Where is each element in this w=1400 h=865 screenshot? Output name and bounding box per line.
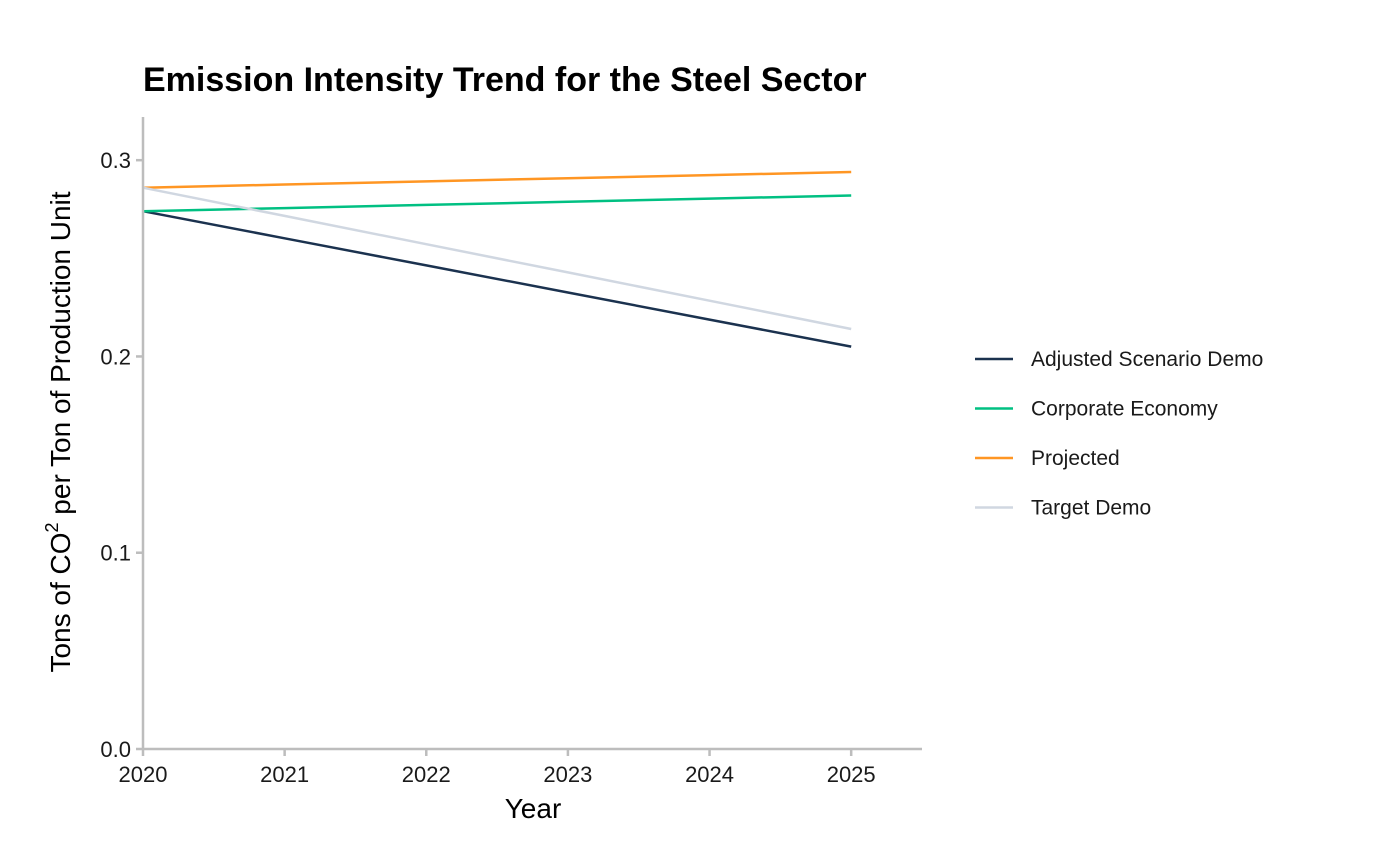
- legend: Adjusted Scenario Demo Corporate Economy P…: [975, 348, 1263, 520]
- x-tick-label: 2020: [119, 762, 168, 787]
- x-axis-ticks: 2020 2021 2022 2023 2024 2025: [119, 749, 876, 787]
- x-tick-label: 2021: [260, 762, 309, 787]
- plot-area: [142, 170, 852, 348]
- legend-label-1: Adjusted Scenario Demo: [1031, 348, 1263, 371]
- y-axis-title-suffix: per Ton of Production Unit: [45, 191, 76, 522]
- y-tick-label: 0.0: [100, 737, 131, 762]
- legend-label-3: Projected: [1031, 447, 1120, 470]
- y-tick-label: 0.2: [100, 344, 131, 369]
- series-line-4: [142, 186, 852, 331]
- legend-label-4: Target Demo: [1031, 497, 1151, 520]
- x-tick-label: 2025: [827, 762, 876, 787]
- chart-title: Emission Intensity Trend for the Steel S…: [143, 61, 867, 99]
- x-tick-label: 2023: [543, 762, 592, 787]
- y-axis-ticks: 0.0 0.1 0.2 0.3: [100, 148, 143, 762]
- y-axis-title: Tons of CO2 per Ton of Production Unit: [42, 191, 76, 672]
- legend-label-2: Corporate Economy: [1031, 398, 1218, 421]
- x-axis-title: Year: [505, 793, 562, 824]
- series-line-2: [142, 194, 852, 213]
- x-tick-label: 2024: [685, 762, 734, 787]
- y-axis-title-prefix: Tons of CO: [45, 532, 76, 672]
- x-tick-label: 2022: [402, 762, 451, 787]
- y-tick-label: 0.3: [100, 148, 131, 173]
- series-line-3: [142, 170, 852, 189]
- series-line-1: [142, 209, 852, 348]
- y-axis-title-superscript: 2: [42, 522, 62, 532]
- y-tick-label: 0.1: [100, 541, 131, 566]
